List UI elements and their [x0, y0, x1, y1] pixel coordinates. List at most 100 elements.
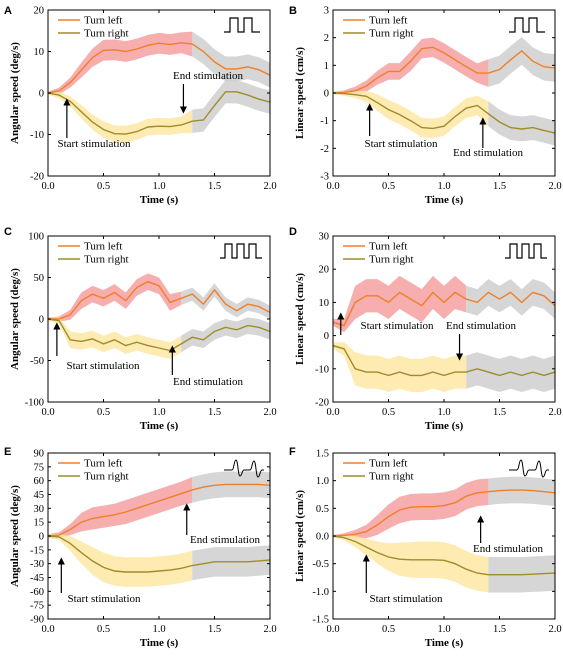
x-tick-label: 1.5 [208, 181, 221, 192]
chart-panel-d: D 0.0 0.5 1.0 1.5 2.0 -20 -10 0 10 20 30 Time (s) Lin… [289, 226, 562, 432]
error-band-post-left [466, 279, 555, 319]
y-axis-title: Angular speed (deg/s) [9, 268, 21, 370]
plot-area [333, 37, 555, 146]
x-tick-label: 0.5 [382, 624, 395, 635]
y-tick-label: 20 [319, 265, 330, 276]
x-tick-label: 2.0 [548, 181, 561, 192]
x-tick-label: 1.5 [493, 407, 506, 418]
y-tick-label: -90 [30, 615, 44, 626]
panel-letter: A [4, 5, 12, 17]
y-tick-label: 90 [34, 449, 45, 460]
legend-label: Turn right [84, 28, 129, 40]
x-tick-label: 2.0 [263, 407, 276, 418]
chart-panel-e: E 0.0 0.5 1.0 1.5 2.0 -90 -75 -60 -45 -30 -15 0 15 30 4… [4, 446, 277, 649]
legend-label: Turn left [369, 15, 407, 27]
series-line-turn-right [333, 535, 555, 576]
y-tick-label: -15 [30, 545, 44, 556]
x-tick-label: 2.0 [548, 624, 561, 635]
error-band-stim-right [333, 342, 467, 393]
series-line-turn-right [48, 318, 270, 352]
y-tick-label: -50 [30, 356, 44, 367]
y-tick-label: 0.5 [316, 504, 329, 515]
y-tick-label: 0 [324, 89, 329, 100]
y-tick-label: -10 [30, 130, 44, 141]
start-stimulation-label: Start stimulation [369, 593, 443, 605]
error-band-stim-left [48, 273, 182, 322]
x-axis-title: Time (s) [140, 420, 179, 432]
stimulus-waveform-icon [224, 459, 264, 478]
stimulus-waveform-icon [509, 17, 545, 33]
y-tick-label: 0 [324, 331, 329, 342]
series-line-turn-right [333, 92, 555, 134]
error-band-post-left [192, 471, 270, 503]
panel-letter: D [289, 226, 297, 238]
error-band-stim-right [48, 91, 193, 143]
x-tick-label: 1.0 [152, 407, 165, 418]
series-line-turn-left [48, 483, 270, 537]
legend-label: Turn right [369, 471, 414, 483]
x-tick-label: 0.5 [382, 407, 395, 418]
x-tick-label: 0.5 [382, 181, 395, 192]
x-tick-label: 0.0 [326, 181, 339, 192]
panel-letter: F [289, 446, 296, 458]
start-stimulation-label: Start stimulation [364, 138, 438, 150]
y-tick-label: 60 [34, 476, 45, 487]
x-tick-label: 1.5 [208, 407, 221, 418]
legend-label: Turn left [84, 458, 122, 470]
x-tick-label: 2.0 [263, 624, 276, 635]
error-band-post-left [488, 476, 555, 507]
y-tick-label: -1 [320, 116, 329, 127]
y-tick-label: -10 [315, 364, 329, 375]
y-tick-label: 30 [319, 232, 330, 243]
plot-area [333, 476, 555, 593]
series-line-turn-left [48, 42, 270, 94]
x-tick-label: 1.0 [152, 624, 165, 635]
error-band-post-right [181, 317, 270, 353]
y-tick-label: 0 [39, 89, 44, 100]
stimulus-waveform-icon [224, 17, 260, 33]
y-tick-label: -1.0 [312, 587, 329, 598]
y-tick-label: -0.5 [312, 559, 329, 570]
x-tick-label: 0.0 [326, 624, 339, 635]
spike-waveform-icon [509, 459, 549, 478]
y-tick-label: -100 [25, 398, 44, 409]
error-band-post-right [488, 101, 555, 146]
error-band-post-left [192, 31, 270, 88]
legend-label: Turn right [369, 254, 414, 266]
legend-label: Turn left [84, 15, 122, 27]
y-tick-label: 0 [39, 315, 44, 326]
y-axis-title: Linear speed (cm/s) [294, 490, 306, 582]
y-tick-label: 75 [34, 462, 45, 473]
panel-letter: E [4, 446, 11, 458]
y-tick-label: 20 [34, 6, 45, 17]
square-pulse-icon [224, 17, 260, 33]
error-band-post-right [192, 545, 270, 581]
y-tick-label: 10 [34, 47, 45, 58]
stimulus-waveform-icon [509, 459, 549, 478]
y-tick-label: 1.0 [316, 476, 329, 487]
y-tick-label: -60 [30, 587, 44, 598]
plot-area [48, 273, 270, 359]
panel-letter: C [4, 226, 12, 238]
stimulus-waveform-icon [505, 243, 547, 259]
end-stimulation-label: End stimulation [190, 534, 260, 546]
x-tick-label: 1.0 [437, 407, 450, 418]
start-stimulation-label: Start stimulation [67, 593, 141, 605]
error-band-post-left [488, 37, 555, 87]
error-band-stim-right [48, 317, 182, 359]
y-tick-label: -20 [30, 172, 44, 183]
error-band-stim-left [333, 37, 489, 95]
x-tick-label: 0.0 [41, 407, 54, 418]
error-band-stim-right [333, 534, 489, 593]
chart-panel-c: C 0.0 0.5 1.0 1.5 2.0 -100 -50 0 50 100 Time (s) Ang… [4, 226, 277, 432]
x-tick-label: 1.5 [208, 624, 221, 635]
y-tick-label: 0 [39, 532, 44, 543]
square-pulse-icon [505, 243, 547, 259]
y-tick-label: -45 [30, 573, 44, 584]
y-tick-label: 15 [34, 518, 45, 529]
plot-area [48, 471, 270, 587]
end-stimulation-label: End stimulation [473, 543, 543, 555]
x-tick-label: 0.5 [97, 624, 110, 635]
y-tick-label: 100 [28, 232, 44, 243]
